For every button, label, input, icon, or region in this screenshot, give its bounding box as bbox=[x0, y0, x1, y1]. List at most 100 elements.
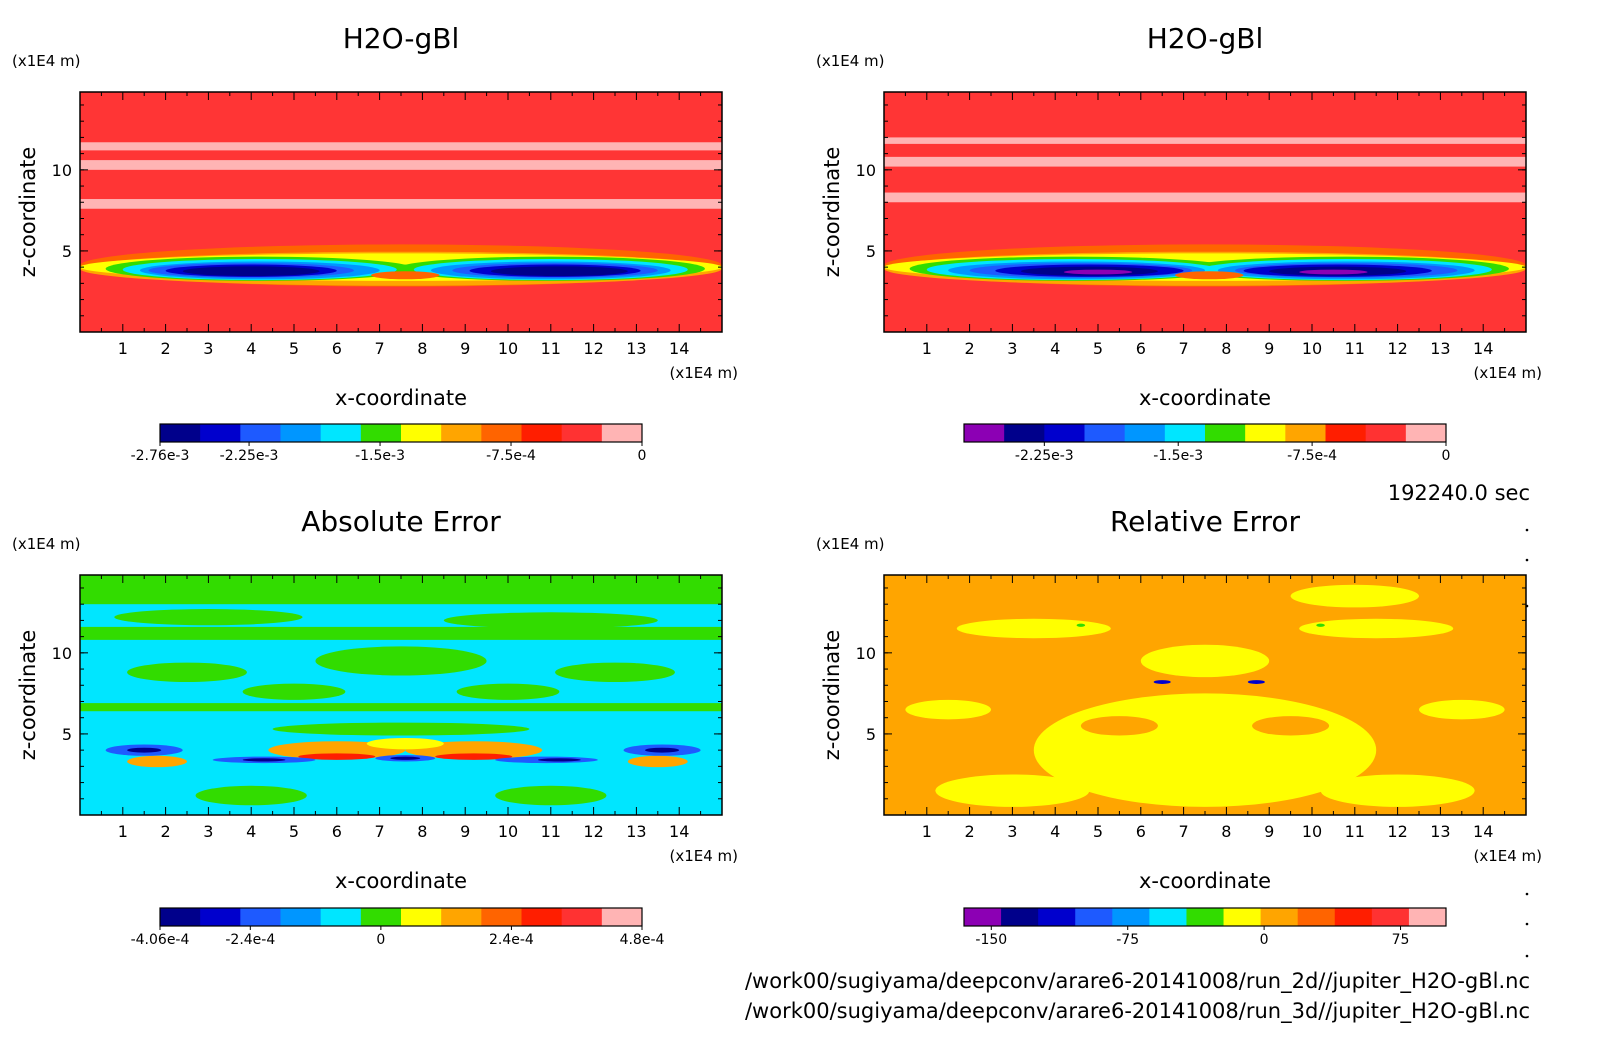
colorbar-swatch bbox=[200, 424, 241, 442]
file-path-2d: /work00/sugiyama/deepconv/arare6-2014100… bbox=[745, 969, 1530, 994]
x-tick-label: 2 bbox=[965, 339, 975, 358]
x-tick-label: 11 bbox=[1345, 339, 1365, 358]
colorbar: -4.06e-4 -2.4e-4 0 2.4e-4 4.8e-4 bbox=[131, 907, 665, 948]
x-tick-label: 7 bbox=[375, 339, 385, 358]
colorbar-swatch bbox=[1075, 908, 1113, 926]
x-tick-label: 13 bbox=[626, 339, 646, 358]
colorbar-swatch bbox=[320, 424, 362, 442]
field-background bbox=[80, 92, 722, 332]
contour-region bbox=[315, 646, 487, 676]
contour-band bbox=[884, 156, 1526, 167]
x-tick-label: 3 bbox=[203, 339, 213, 358]
contour-band bbox=[80, 142, 722, 151]
contour-band bbox=[884, 192, 1526, 203]
panel-title: H2O-gBl bbox=[343, 22, 460, 55]
z-tick-label: 10 bbox=[856, 644, 876, 663]
colorbar-swatch bbox=[1038, 908, 1076, 926]
colorbar-swatch bbox=[561, 424, 603, 442]
x-tick-label: 3 bbox=[1007, 339, 1017, 358]
colorbar-swatch bbox=[481, 424, 522, 442]
x-unit-label: (x1E4 m) bbox=[669, 364, 738, 382]
colorbar-swatch bbox=[1205, 424, 1246, 442]
colorbar-swatch bbox=[1365, 424, 1407, 442]
colorbar-swatch bbox=[1112, 908, 1150, 926]
x-tick-label: 5 bbox=[289, 339, 299, 358]
colorbar-swatch bbox=[1285, 424, 1326, 442]
x-axis-label: x-coordinate bbox=[1139, 386, 1271, 410]
x-tick-label: 12 bbox=[1387, 822, 1407, 841]
contour-field bbox=[80, 92, 722, 332]
x-tick-label: 13 bbox=[1430, 822, 1450, 841]
colorbar-swatch bbox=[160, 908, 201, 926]
colorbar-frame bbox=[159, 907, 643, 927]
contour-region bbox=[644, 747, 680, 753]
x-tick-label: 13 bbox=[1430, 339, 1450, 358]
contour-region bbox=[956, 618, 1111, 639]
x-tick-label: 4 bbox=[1050, 822, 1060, 841]
colorbar: -2.25e-3 -1.5e-3 -7.5e-4 0 bbox=[963, 423, 1450, 464]
margin-dots bbox=[1525, 528, 1529, 958]
colorbar-label: -2.76e-3 bbox=[131, 448, 190, 464]
x-tick-label: 14 bbox=[1473, 339, 1493, 358]
colorbar-swatch bbox=[1149, 908, 1187, 926]
contour-region bbox=[127, 747, 162, 753]
x-tick-label: 13 bbox=[626, 822, 646, 841]
x-tick-label: 5 bbox=[1093, 822, 1103, 841]
file-path-3d: /work00/sugiyama/deepconv/arare6-2014100… bbox=[745, 999, 1530, 1024]
x-tick-label: 14 bbox=[1473, 822, 1493, 841]
colorbar-label: 2.4e-4 bbox=[489, 932, 534, 948]
z-tick-label: 10 bbox=[856, 161, 876, 180]
colorbar-label: -7.5e-4 bbox=[1287, 448, 1337, 464]
x-tick-label: 12 bbox=[583, 822, 603, 841]
contour-region bbox=[127, 755, 187, 768]
colorbar-frame bbox=[963, 423, 1447, 443]
colorbar-label: 0 bbox=[1260, 932, 1269, 948]
z-axis-label: z-coordinate bbox=[16, 630, 40, 761]
colorbar-swatch bbox=[1084, 424, 1126, 442]
contour-region bbox=[1140, 644, 1270, 678]
colorbar-label: -75 bbox=[1116, 932, 1139, 948]
colorbar-swatch bbox=[1325, 424, 1367, 442]
x-tick-label: 1 bbox=[922, 822, 932, 841]
contour-region bbox=[298, 753, 376, 760]
contour-region bbox=[1153, 680, 1171, 684]
contour-region bbox=[242, 683, 346, 700]
x-axis-label: x-coordinate bbox=[335, 869, 467, 893]
contour-region bbox=[182, 266, 320, 277]
colorbar-swatch bbox=[521, 424, 563, 442]
x-tick-label: 11 bbox=[1345, 822, 1365, 841]
z-axis-label: z-coordinate bbox=[820, 147, 844, 278]
x-tick-label: 10 bbox=[498, 822, 518, 841]
z-tick-label: 10 bbox=[52, 644, 72, 663]
contour-band bbox=[80, 626, 722, 640]
x-tick-label: 5 bbox=[1093, 339, 1103, 358]
colorbar-swatch bbox=[1371, 908, 1410, 926]
colorbar-swatch bbox=[280, 424, 322, 442]
contour-region bbox=[627, 755, 688, 768]
colorbar-swatch bbox=[964, 424, 1005, 442]
x-tick-label: 4 bbox=[1050, 339, 1060, 358]
colorbar-label: 0 bbox=[376, 932, 385, 948]
x-tick-label: 11 bbox=[541, 822, 561, 841]
colorbar-swatch bbox=[320, 908, 362, 926]
colorbar: -2.76e-3 -2.25e-3 -1.5e-3 -7.5e-4 0 bbox=[131, 423, 646, 464]
contour-region bbox=[935, 774, 1090, 807]
contour-region bbox=[905, 699, 991, 720]
colorbar-label: -2.25e-3 bbox=[1015, 448, 1074, 464]
colorbar-label: -2.25e-3 bbox=[220, 448, 279, 464]
colorbar-swatch bbox=[521, 908, 563, 926]
contour-region bbox=[1175, 271, 1244, 280]
colorbar-swatch bbox=[441, 424, 482, 442]
contour-field bbox=[884, 575, 1526, 815]
colorbar-swatch bbox=[200, 908, 241, 926]
x-tick-label: 6 bbox=[1136, 339, 1146, 358]
z-axis-label: z-coordinate bbox=[16, 147, 40, 278]
contour-region bbox=[1299, 618, 1454, 639]
x-tick-label: 12 bbox=[1387, 339, 1407, 358]
x-axis-label: x-coordinate bbox=[1139, 869, 1271, 893]
z-tick-label: 5 bbox=[866, 725, 876, 744]
z-unit-label: (x1E4 m) bbox=[816, 52, 885, 70]
colorbar-swatch bbox=[1004, 424, 1045, 442]
